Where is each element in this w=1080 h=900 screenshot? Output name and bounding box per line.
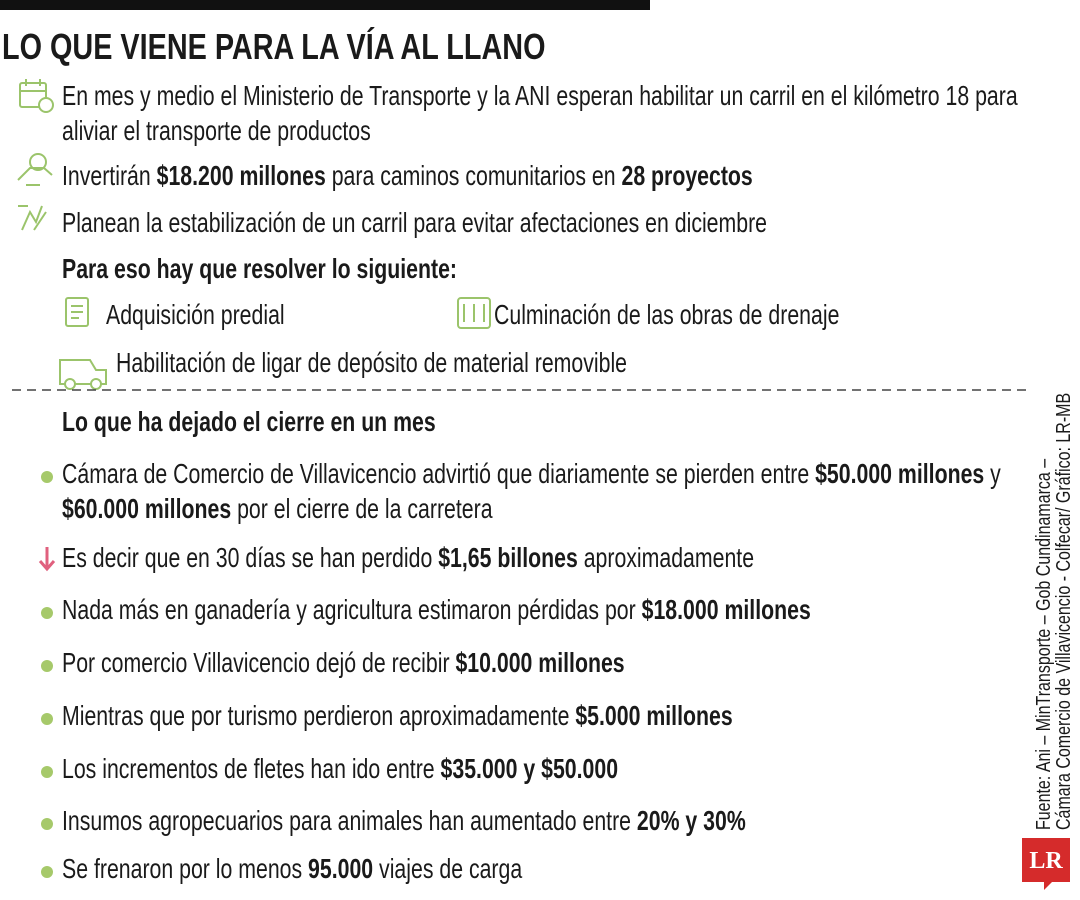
bullet: [41, 818, 53, 830]
plan-item: Invertirán $18.200 millones para caminos…: [62, 158, 753, 193]
top-bar: [0, 0, 650, 10]
bold-text: $5.000 millones: [575, 700, 733, 731]
plan-item: En mes y medio el Ministerio de Transpor…: [62, 78, 1027, 148]
text: En mes y medio el Ministerio de Transpor…: [62, 80, 1018, 146]
text: Mientras que por turismo perdieron aprox…: [62, 700, 576, 731]
requirements-heading: Para eso hay que resolver lo siguiente:: [62, 253, 458, 284]
impact-item: Es decir que en 30 días se han perdido $…: [62, 540, 1027, 575]
text: aproximadamente: [577, 542, 755, 573]
bold-text: $60.000 millones: [62, 493, 232, 524]
text: Cámara de Comercio de Villavicencio advi…: [62, 458, 816, 489]
title: LO QUE VIENE PARA LA VÍA AL LLANO: [2, 26, 546, 67]
source-line: Fuente: Ani – MinTransporte – Gob Cundin…: [1033, 458, 1055, 830]
text: Los incrementos de fletes han ido entre: [62, 753, 441, 784]
bold-text: $10.000 millones: [455, 647, 625, 678]
text: por el cierre de la carretera: [231, 493, 493, 524]
bullet: [41, 607, 53, 619]
impact-heading: Lo que ha dejado el cierre en un mes: [62, 406, 436, 437]
text: Insumos agropecuarios para animales han …: [62, 805, 637, 836]
impact-item: Mientras que por turismo perdieron aprox…: [62, 698, 1027, 733]
bold-text: $35.000 y $50.000: [440, 753, 619, 784]
text: Se frenaron por lo menos: [62, 853, 309, 884]
bullet: [41, 471, 53, 483]
text: Nada más en ganadería y agricultura esti…: [62, 594, 642, 625]
text: y: [984, 458, 1001, 489]
plan-item: Planean la estabilización de un carril p…: [62, 205, 767, 240]
text: Por comercio Villavicencio dejó de recib…: [62, 647, 456, 678]
impact-item: Insumos agropecuarios para animales han …: [62, 803, 1027, 838]
logo: LR: [1022, 838, 1070, 890]
impact-item: Nada más en ganadería y agricultura esti…: [62, 592, 1027, 627]
bold-text: $1,65 billones: [438, 542, 578, 573]
bold-text: 20% y 30%: [636, 805, 746, 836]
bullet: [41, 660, 53, 672]
bold-text: $18.200 millones: [156, 160, 326, 191]
text: Planean la estabilización de un carril p…: [62, 207, 768, 238]
source-line: Cámara Comercio de Villavicencio - Colfe…: [1053, 392, 1075, 830]
impact-item: Se frenaron por lo menos 95.000 viajes d…: [62, 851, 1027, 886]
bullet: [41, 866, 53, 878]
logo-text: LR: [1029, 848, 1063, 874]
arrow-marker: [38, 547, 56, 572]
bullet: [41, 766, 53, 778]
text: viajes de carga: [373, 853, 523, 884]
requirement: Habilitación de ligar de depósito de mat…: [116, 347, 628, 378]
source: Fuente: Ani – MinTransporte – Gob Cundin…: [1033, 230, 1075, 830]
bold-text: 95.000: [308, 853, 374, 884]
bullet: [41, 713, 53, 725]
impact-item: Cámara de Comercio de Villavicencio advi…: [62, 456, 1027, 526]
requirement: Culminación de las obras de drenaje: [494, 299, 840, 330]
requirement: Adquisición predial: [106, 299, 285, 330]
impact-item: Los incrementos de fletes han ido entre …: [62, 751, 1027, 786]
text: Es decir que en 30 días se han perdido: [62, 542, 439, 573]
impact-item: Por comercio Villavicencio dejó de recib…: [62, 645, 1027, 680]
text: Invertirán: [62, 160, 157, 191]
text: para caminos comunitarios en: [325, 160, 622, 191]
bold-text: $18.000 millones: [641, 594, 811, 625]
bold-text: 28 proyectos: [621, 160, 753, 191]
bold-text: $50.000 millones: [815, 458, 985, 489]
bullets: [38, 471, 56, 878]
